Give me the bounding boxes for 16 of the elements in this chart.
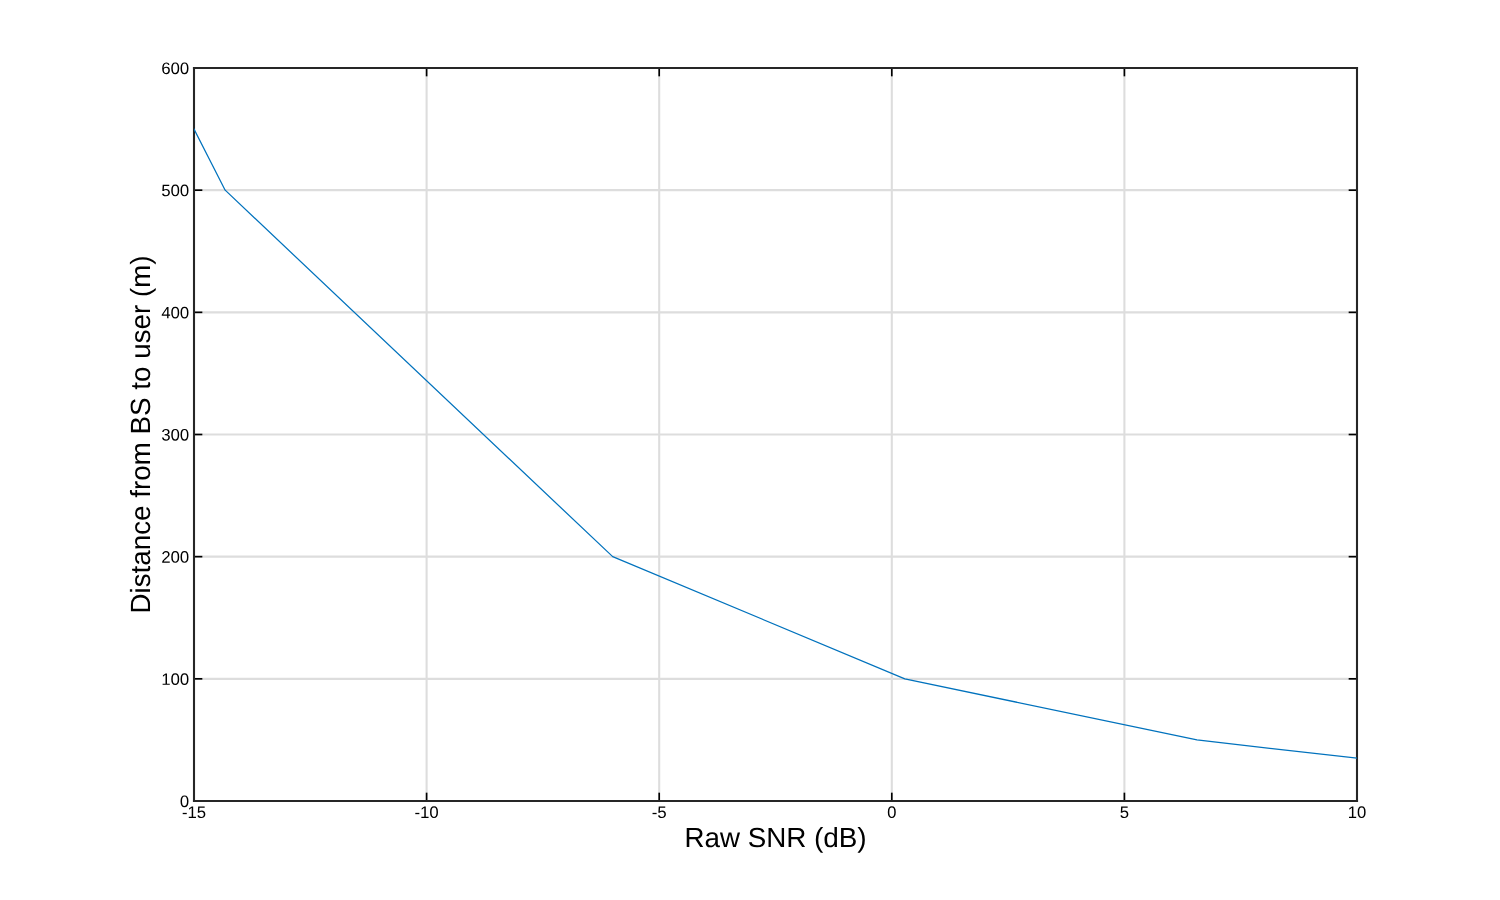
y-tick-label: 500 bbox=[162, 184, 189, 197]
x-tick-label: 0 bbox=[887, 806, 896, 819]
y-tick-label: 100 bbox=[162, 673, 189, 686]
x-axis-title: Raw SNR (dB) bbox=[686, 826, 865, 853]
y-axis-title: Distance from BS to user (m) bbox=[129, 257, 156, 612]
x-tick-label: -5 bbox=[652, 806, 666, 819]
x-tick-label: -10 bbox=[415, 806, 438, 819]
y-tick-label: 200 bbox=[162, 551, 189, 563]
y-tick-label: 0 bbox=[180, 795, 189, 808]
y-tick-label: 600 bbox=[162, 62, 189, 75]
x-tick-label: -15 bbox=[182, 806, 206, 819]
x-tick-label: 10 bbox=[1349, 806, 1366, 819]
y-tick-label: 400 bbox=[161, 306, 189, 319]
x-tick-label: 5 bbox=[1120, 806, 1129, 819]
y-tick-label: 300 bbox=[161, 428, 189, 441]
line-series bbox=[194, 128, 1357, 759]
